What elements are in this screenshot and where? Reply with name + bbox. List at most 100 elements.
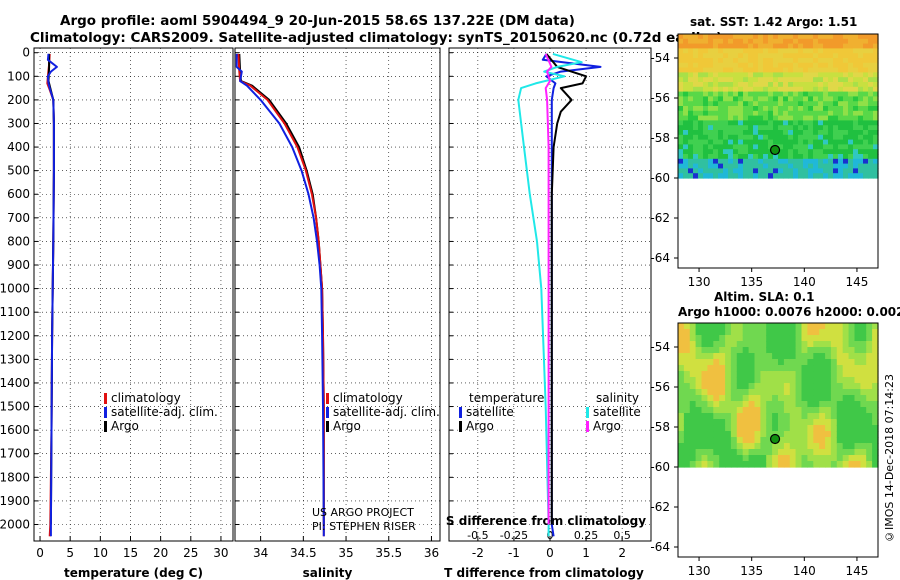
sla-map-cell [860, 455, 867, 462]
sst-map-cell [858, 53, 864, 59]
sst-map-cell [708, 67, 714, 73]
sst-map-cell [828, 77, 834, 83]
sla-map-cell [736, 347, 744, 354]
sst-map-cell [808, 48, 814, 54]
sst-map-cell [793, 130, 799, 136]
sst-map-cell [758, 120, 764, 126]
sst-map-cell [793, 139, 799, 145]
sla-map-cell [795, 431, 803, 438]
sst-map-cell [848, 168, 854, 174]
sla-map-cell [701, 455, 708, 462]
sla-map-cell [848, 413, 856, 420]
sst-map-cell [863, 168, 869, 174]
sst-map-cell [788, 72, 794, 78]
sst-map-cell [863, 163, 869, 169]
temp-xtick-label: 10 [93, 546, 108, 560]
sst-map-cell [833, 34, 839, 40]
depth-tick-label: 0 [22, 46, 30, 60]
sla-map-cell [742, 377, 750, 384]
sst-map-cell [733, 115, 739, 121]
sla-map-cell [825, 461, 832, 468]
sst-map-cell [738, 173, 744, 179]
depth-tick-label: 1200 [0, 329, 30, 343]
sla-map-cell [754, 425, 761, 432]
sst-map-cell [828, 149, 834, 155]
sla-map-cell [854, 461, 861, 468]
sla-map-cell [854, 335, 861, 342]
sst-map-cell [773, 62, 779, 69]
sla-map-cell [842, 389, 850, 396]
sla-map-cell [730, 371, 738, 378]
sst-map-cell [703, 53, 709, 59]
sst-map-cell [833, 91, 839, 97]
sla-map-cell [807, 455, 814, 462]
sst-map-cell [703, 77, 709, 83]
sst-map-cell [738, 62, 744, 69]
sst-map-cell [683, 115, 689, 121]
sst-map-cell [833, 173, 839, 179]
sst-map-cell [743, 120, 749, 126]
sst-map-cell [803, 130, 809, 136]
sla-map-cell [695, 407, 703, 414]
sal-axis-label: salinity [303, 566, 353, 580]
sst-map-cell [838, 163, 844, 169]
sst-map-cell [708, 72, 714, 78]
sla-map-cell [848, 401, 856, 408]
sst-map-cell [853, 34, 859, 40]
sst-map-cell [843, 38, 849, 45]
sst-map-cell [848, 154, 854, 160]
sst-map-cell [853, 53, 859, 59]
sla-map-cell [830, 431, 838, 438]
sst-map-cell [873, 158, 879, 165]
sst-map-cell [813, 158, 819, 165]
sla-map-cell [719, 389, 726, 396]
sla-map-cell [713, 371, 720, 378]
sst-map-cell [858, 149, 864, 155]
sst-map-cell [703, 82, 709, 88]
sla-map-cell [795, 359, 803, 366]
sst-map-cell [863, 110, 869, 117]
sla-map-cell [807, 353, 814, 360]
sst-map-cell [858, 168, 864, 174]
temp-legend-swatch [104, 407, 107, 418]
sst-map-cell [833, 77, 839, 83]
sla-map-cell [754, 395, 761, 402]
sst-map-cell [798, 125, 804, 131]
sst-map-cell [738, 101, 744, 107]
sst-map-cell [683, 48, 689, 54]
sla-map-cell [760, 395, 767, 402]
sst-map-cell [818, 58, 824, 64]
sst-map-cell [768, 106, 774, 112]
sst-map-cell [678, 115, 684, 121]
sst-map-xtick-label: 140 [793, 275, 816, 289]
sst-map-cell [708, 115, 714, 121]
sla-map-cell [719, 407, 726, 414]
sla-map-cell [736, 425, 744, 432]
sst-map-cell [763, 43, 769, 49]
sst-map-cell [698, 120, 704, 126]
sla-map-cell [678, 437, 685, 444]
sla-map-cell [872, 401, 879, 408]
sla-map-cell [695, 389, 703, 396]
sla-map-cell [707, 335, 714, 342]
sst-map-cell [703, 38, 709, 45]
sal-xtick-label: 35 [338, 546, 353, 560]
sst-map-cell [713, 110, 719, 117]
sst-map-cell [863, 91, 869, 97]
sst-map-cell [768, 115, 774, 121]
sla-map-cell [736, 323, 744, 330]
sla-map-cell [872, 449, 879, 456]
sla-map-ytick-label: -56 [650, 380, 670, 394]
sla-map-cell [707, 353, 714, 360]
sst-map-cell [753, 96, 759, 102]
sst-map-cell [808, 53, 814, 59]
sst-map-cell [718, 72, 724, 78]
sst-map-cell [818, 158, 824, 165]
sla-map-cell [789, 329, 797, 336]
sla-map-ytick-label: -60 [650, 460, 670, 474]
sst-map-cell [823, 154, 829, 160]
sla-map-cell [778, 335, 785, 342]
sla-map-cell [742, 383, 750, 390]
sst-map-cell [823, 67, 829, 73]
sst-map-cell [838, 38, 844, 45]
